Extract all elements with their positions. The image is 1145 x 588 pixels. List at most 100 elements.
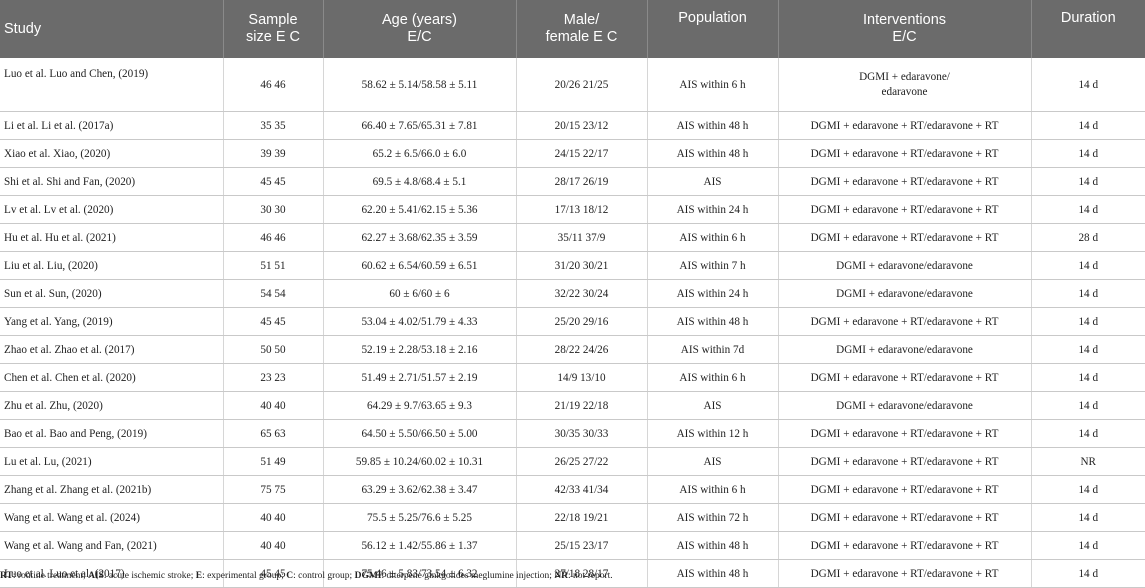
table-row: Hu et al. Hu et al. (2021) 46 46 62.27 ± 3…	[0, 223, 1145, 252]
cell-sex: 21/19 22/18	[516, 391, 648, 420]
cell-interventions: DGMI + edaravone/edaravone	[778, 391, 1032, 420]
cell-interventions: DGMI + edaravone + RT/edaravone + RT	[778, 447, 1032, 476]
cell-duration: 14 d	[1031, 391, 1145, 420]
table-row: Lv et al. Lv et al. (2020) 30 30 62.20 ± 5…	[0, 195, 1145, 224]
cell-interventions: DGMI + edaravone + RT/edaravone + RT	[778, 419, 1032, 448]
cell-sample: 50 50	[223, 335, 324, 364]
header-interventions-line1: Interventions	[862, 12, 947, 28]
cell-duration: 14 d	[1031, 251, 1145, 280]
table-row: Zhu et al. Zhu, (2020) 40 40 64.29 ± 9.7/6…	[0, 391, 1145, 420]
cell-study: Shi et al. Shi and Fan, (2020)	[0, 167, 224, 196]
table-row: Shi et al. Shi and Fan, (2020) 45 45 69.5 …	[0, 167, 1145, 196]
cell-sex: 25/15 23/17	[516, 531, 648, 560]
header-age-line2: E/C	[407, 29, 432, 45]
table-row: Yang et al. Yang, (2019) 45 45 53.04 ± 4.0…	[0, 307, 1145, 336]
cell-duration: 14 d	[1031, 335, 1145, 364]
cell-sample: 51 49	[223, 447, 324, 476]
cell-study: Liu et al. Liu, (2020)	[0, 251, 224, 280]
footnote-abbr: DGMI	[354, 571, 382, 581]
cell-study: Zhu et al. Zhu, (2020)	[0, 391, 224, 420]
cell-age: 60.62 ± 6.54/60.59 ± 6.51	[323, 251, 517, 280]
cell-age: 56.12 ± 1.42/55.86 ± 1.37	[323, 531, 517, 560]
header-study: Study	[0, 0, 224, 58]
cell-population: AIS within 6 h	[647, 475, 779, 504]
cell-duration: 14 d	[1031, 363, 1145, 392]
cell-age: 62.27 ± 3.68/62.35 ± 3.59	[323, 223, 517, 252]
cell-population: AIS within 48 h	[647, 139, 779, 168]
header-sex: Male/ female E C	[516, 0, 648, 58]
cell-duration: 14 d	[1031, 503, 1145, 532]
cell-population: AIS within 7 h	[647, 251, 779, 280]
cell-sex: 17/13 18/12	[516, 195, 648, 224]
cell-interventions: DGMI + edaravone + RT/edaravone + RT	[778, 531, 1032, 560]
table-row: Zhao et al. Zhao et al. (2017) 50 50 52.19…	[0, 335, 1145, 364]
cell-interventions: DGMI + edaravone + RT/edaravone + RT	[778, 363, 1032, 392]
cell-interventions: DGMI + edaravone + RT/edaravone + RT	[778, 195, 1032, 224]
cell-sex: 28/22 24/26	[516, 335, 648, 364]
cell-population: AIS within 48 h	[647, 111, 779, 140]
cell-age: 62.20 ± 5.41/62.15 ± 5.36	[323, 195, 517, 224]
cell-duration: 14 d	[1031, 559, 1145, 588]
cell-sample: 23 23	[223, 363, 324, 392]
cell-duration: 14 d	[1031, 195, 1145, 224]
cell-study: Hu et al. Hu et al. (2021)	[0, 223, 224, 252]
cell-sample: 45 45	[223, 167, 324, 196]
header-age-line1: Age (years)	[382, 12, 457, 28]
cell-duration: 14 d	[1031, 111, 1145, 140]
footnote-definition: : diterpene ginkgolides meglumine inject…	[381, 571, 555, 581]
table-row: Wang et al. Wang and Fan, (2021) 40 40 56.…	[0, 531, 1145, 560]
cell-sex: 32/22 30/24	[516, 279, 648, 308]
footnote-definition: : not report.	[568, 571, 613, 581]
cell-age: 64.29 ± 9.7/63.65 ± 9.3	[323, 391, 517, 420]
cell-sample: 46 46	[223, 58, 324, 112]
cell-sample: 45 45	[223, 559, 324, 588]
cell-study: Chen et al. Chen et al. (2020)	[0, 363, 224, 392]
cell-population: AIS within 24 h	[647, 279, 779, 308]
table-body: Luo et al. Luo and Chen, (2019) 46 46 58.6…	[0, 58, 1145, 588]
cell-age: 66.40 ± 7.65/65.31 ± 7.81	[323, 111, 517, 140]
cell-population: AIS within 48 h	[647, 559, 779, 588]
cell-interventions: DGMI + edaravone + RT/edaravone + RT	[778, 167, 1032, 196]
cell-study: Li et al. Li et al. (2017a)	[0, 111, 224, 140]
cell-age: 51.49 ± 2.71/51.57 ± 2.19	[323, 363, 517, 392]
cell-interventions: DGMI + edaravone + RT/edaravone + RT	[778, 111, 1032, 140]
cell-sample: 46 46	[223, 223, 324, 252]
cell-sample: 40 40	[223, 531, 324, 560]
cell-population: AIS	[647, 391, 779, 420]
cell-study: Bao et al. Bao and Peng, (2019)	[0, 419, 224, 448]
cell-interventions-line: DGMI + edaravone/edaravone	[859, 70, 950, 98]
cell-age: 63.29 ± 3.62/62.38 ± 3.47	[323, 475, 517, 504]
header-sample-line1: Sample	[248, 12, 298, 28]
cell-duration: 28 d	[1031, 223, 1145, 252]
cell-age: 65.2 ± 6.5/66.0 ± 6.0	[323, 139, 517, 168]
footnote-definition: : control group;	[293, 571, 355, 581]
header-sample-line2: size E C	[246, 29, 300, 45]
header-sample-size: Sample size E C	[223, 0, 324, 58]
cell-sex: 14/9 13/10	[516, 363, 648, 392]
header-age: Age (years) E/C	[323, 0, 517, 58]
header-population: Population	[647, 0, 779, 58]
footnote-abbr: NR	[554, 571, 569, 581]
header-interventions-line2: E/C	[892, 29, 917, 45]
cell-sex: 31/20 30/21	[516, 251, 648, 280]
table-row: Bao et al. Bao and Peng, (2019) 65 63 64.5…	[0, 419, 1145, 448]
cell-duration: 14 d	[1031, 58, 1145, 112]
footnote-abbr: AIS	[88, 571, 104, 581]
cell-sex: 42/33 41/34	[516, 475, 648, 504]
cell-sex: 28/17 26/19	[516, 167, 648, 196]
cell-population: AIS within 48 h	[647, 307, 779, 336]
cell-study: Luo et al. Luo et al. (2017)	[0, 559, 224, 588]
cell-population: AIS within 48 h	[647, 531, 779, 560]
cell-interventions: DGMI + edaravone/edaravone	[778, 279, 1032, 308]
footnote-abbr: E	[195, 571, 203, 581]
cell-sample: 75 75	[223, 475, 324, 504]
cell-study: Wang et al. Wang and Fan, (2021)	[0, 531, 224, 560]
cell-study: Sun et al. Sun, (2020)	[0, 279, 224, 308]
cell-population: AIS within 24 h	[647, 195, 779, 224]
cell-sample: 30 30	[223, 195, 324, 224]
cell-interventions: DGMI + edaravone/edaravone	[778, 251, 1032, 280]
cell-study: Lu et al. Lu, (2021)	[0, 447, 224, 476]
cell-sample: 54 54	[223, 279, 324, 308]
cell-sex: 22/18 19/21	[516, 503, 648, 532]
